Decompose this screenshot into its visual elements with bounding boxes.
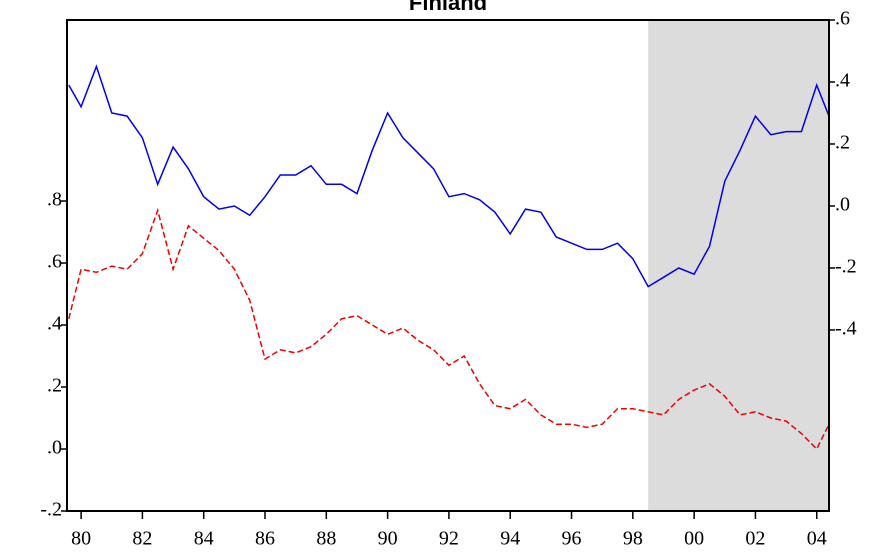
y-tick-label: -.2 xyxy=(40,499,62,521)
x-tick-label: 84 xyxy=(194,528,214,550)
y2-tick-label: .0 xyxy=(835,194,850,216)
y-tick-label: .6 xyxy=(47,251,62,273)
x-tick-label: 88 xyxy=(316,528,336,550)
plot-frame xyxy=(66,19,830,512)
y-tick-label: .8 xyxy=(47,189,62,211)
chart-title: Finland xyxy=(409,0,487,15)
y-tick-label: .4 xyxy=(47,313,62,335)
x-tick-label: 94 xyxy=(500,528,520,550)
x-tick-label: 82 xyxy=(132,528,152,550)
x-tick-label: 98 xyxy=(623,528,643,550)
y2-tick-label: -.2 xyxy=(835,256,857,278)
x-tick-label: 80 xyxy=(71,528,91,550)
x-tick-label: 90 xyxy=(378,528,398,550)
shaded-region xyxy=(648,20,829,511)
series-line xyxy=(68,207,830,451)
y2-tick-label: .2 xyxy=(835,132,850,154)
series-line xyxy=(68,64,830,288)
y-tick-label: .2 xyxy=(47,375,62,397)
x-tick-label: 04 xyxy=(807,528,827,550)
y2-tick-label: -.4 xyxy=(835,318,857,340)
x-tick-label: 00 xyxy=(684,528,704,550)
x-tick-label: 96 xyxy=(562,528,582,550)
y2-tick-label: .6 xyxy=(835,8,850,30)
x-tick-label: 86 xyxy=(255,528,275,550)
x-tick-label: 02 xyxy=(745,528,765,550)
y2-tick-label: .4 xyxy=(835,70,850,92)
y-tick-label: .0 xyxy=(47,437,62,459)
x-tick-label: 92 xyxy=(439,528,459,550)
